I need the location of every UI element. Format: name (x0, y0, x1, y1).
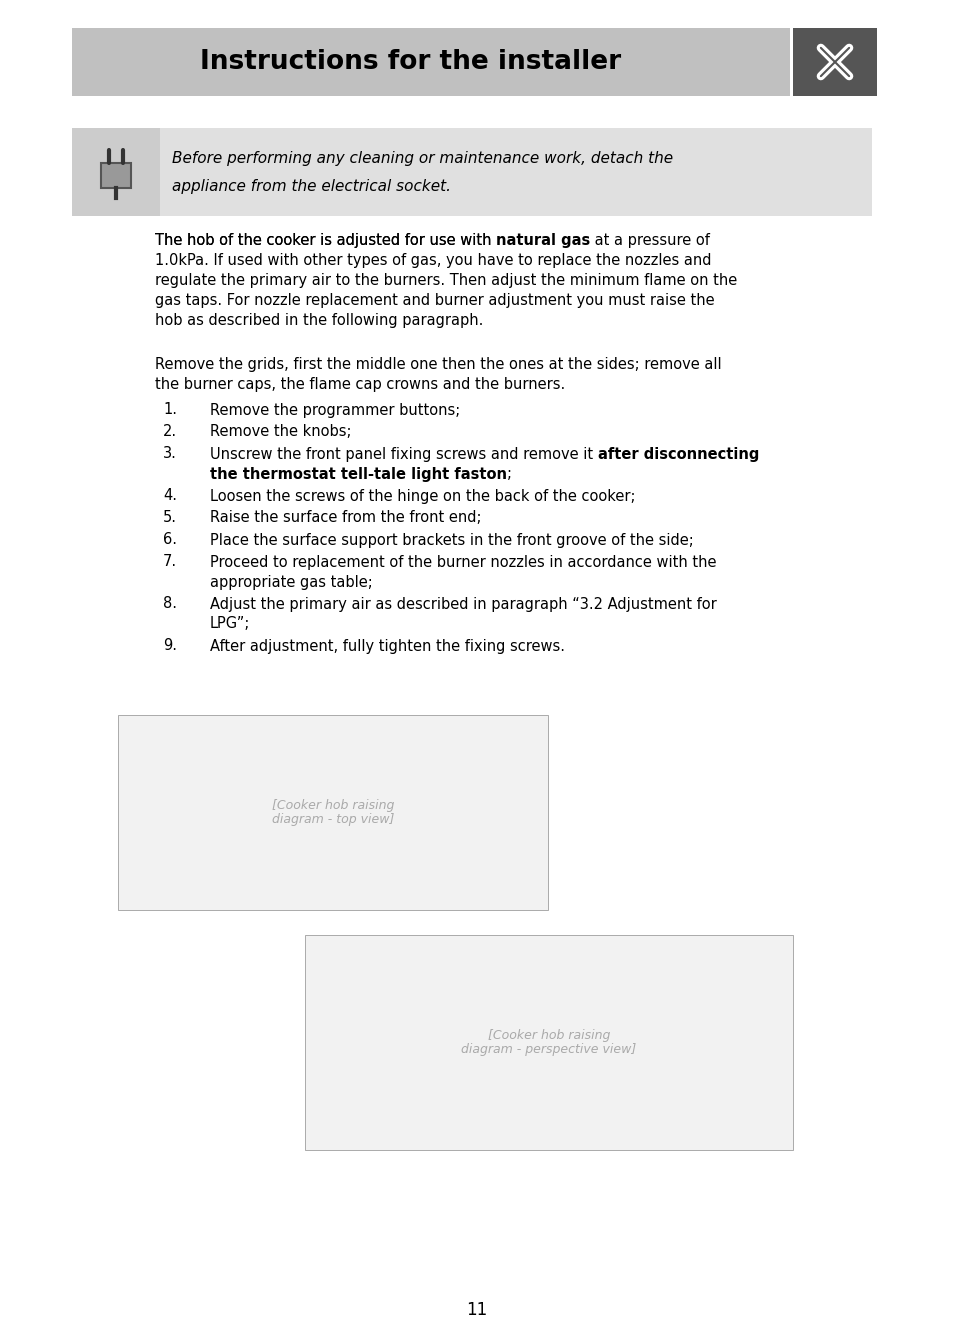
Text: Instructions for the installer: Instructions for the installer (200, 49, 621, 75)
Text: 8.: 8. (163, 596, 177, 612)
Bar (792, 28, 876, 96)
Text: hob as described in the following paragraph.: hob as described in the following paragr… (154, 313, 483, 327)
Text: 7.: 7. (163, 554, 177, 569)
Text: natural gas: natural gas (496, 232, 590, 247)
Text: ;: ; (506, 466, 512, 481)
Text: Raise the surface from the front end;: Raise the surface from the front end; (210, 510, 481, 525)
Text: Remove the programmer buttons;: Remove the programmer buttons; (210, 402, 459, 417)
Text: 11: 11 (466, 1301, 487, 1319)
Text: 6.: 6. (163, 533, 177, 548)
Text: Unscrew the front panel fixing screws and remove it: Unscrew the front panel fixing screws an… (210, 446, 598, 461)
Text: After adjustment, fully tighten the fixing screws.: After adjustment, fully tighten the fixi… (210, 639, 564, 653)
Text: 5.: 5. (163, 510, 177, 525)
Text: Before performing any cleaning or maintenance work, detach the: Before performing any cleaning or mainte… (172, 151, 673, 166)
Text: Remove the knobs;: Remove the knobs; (210, 425, 351, 440)
Text: the thermostat tell-tale light faston: the thermostat tell-tale light faston (210, 466, 506, 481)
Text: Remove the grids, first the middle one then the ones at the sides; remove all: Remove the grids, first the middle one t… (154, 358, 720, 373)
Bar (71, 28, 789, 96)
Text: Proceed to replacement of the burner nozzles in accordance with the: Proceed to replacement of the burner noz… (210, 554, 716, 569)
Bar (71, 128, 871, 216)
Bar (71, 128, 160, 216)
Text: 1.0kPa. If used with other types of gas, you have to replace the nozzles and: 1.0kPa. If used with other types of gas,… (154, 253, 711, 267)
Text: [Cooker hob raising
diagram - top view]: [Cooker hob raising diagram - top view] (272, 799, 394, 827)
Text: 2.: 2. (163, 425, 177, 440)
Bar (118, 715, 547, 910)
Text: The hob of the cooker is adjusted for use with: The hob of the cooker is adjusted for us… (154, 232, 496, 247)
Text: 3.: 3. (163, 446, 176, 461)
Text: The hob of the cooker is adjusted for use with: The hob of the cooker is adjusted for us… (154, 232, 496, 247)
Text: gas taps. For nozzle replacement and burner adjustment you must raise the: gas taps. For nozzle replacement and bur… (154, 293, 714, 307)
Text: regulate the primary air to the burners. Then adjust the minimum flame on the: regulate the primary air to the burners.… (154, 273, 737, 287)
Text: LPG”;: LPG”; (210, 616, 250, 632)
Text: 9.: 9. (163, 639, 177, 653)
Text: after disconnecting: after disconnecting (598, 446, 759, 461)
Bar (101, 163, 131, 188)
Text: appropriate gas table;: appropriate gas table; (210, 574, 373, 589)
Text: Place the surface support brackets in the front groove of the side;: Place the surface support brackets in th… (210, 533, 693, 548)
Text: Loosen the screws of the hinge on the back of the cooker;: Loosen the screws of the hinge on the ba… (210, 489, 635, 504)
Text: at a pressure of: at a pressure of (590, 232, 709, 247)
Bar (305, 935, 792, 1150)
Text: 4.: 4. (163, 489, 177, 504)
Text: the burner caps, the flame cap crowns and the burners.: the burner caps, the flame cap crowns an… (154, 378, 565, 393)
Text: Adjust the primary air as described in paragraph “3.2 Adjustment for: Adjust the primary air as described in p… (210, 596, 716, 612)
Text: [Cooker hob raising
diagram - perspective view]: [Cooker hob raising diagram - perspectiv… (461, 1029, 636, 1057)
Text: appliance from the electrical socket.: appliance from the electrical socket. (172, 179, 451, 194)
Text: 1.: 1. (163, 402, 177, 417)
